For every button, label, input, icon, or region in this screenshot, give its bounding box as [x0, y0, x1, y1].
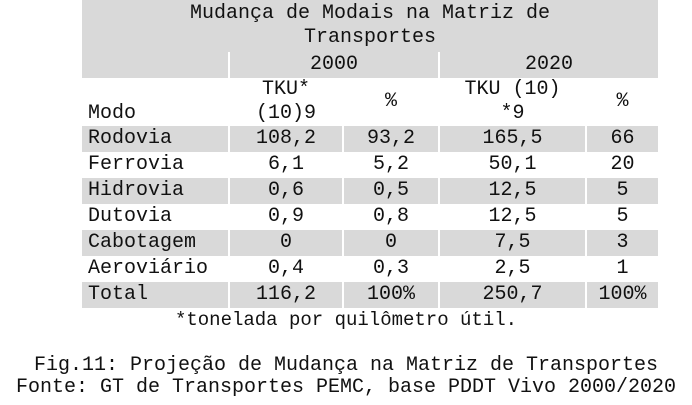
header-text: Modo	[88, 102, 137, 125]
value-cell: 116,2	[230, 282, 342, 308]
mode-cell: Cabotagem	[82, 230, 228, 256]
data-row: Aeroviário 0,4 0,3 2,5 1	[82, 256, 658, 282]
footnote: *tonelada por quilômetro útil.	[174, 309, 518, 331]
table: Mudança de Modais na Matriz de Transport…	[80, 0, 660, 308]
value-cell: 0,5	[344, 178, 438, 204]
value-cell: 100%	[344, 282, 438, 308]
data-row: Hidrovia 0,6 0,5 12,5 5	[82, 178, 658, 204]
data-row: Total 116,2 100% 250,7 100%	[82, 282, 658, 308]
mode-cell: Total	[82, 282, 228, 308]
value-cell: 0,4	[267, 257, 304, 280]
data-row: Dutovia 0,9 0,8 12,5 5	[82, 204, 658, 230]
title: Mudança de Modais na Matriz de Transport…	[189, 2, 551, 49]
value-cell: 7,5	[440, 230, 585, 256]
value-cell: 0	[230, 230, 342, 256]
value-cell: 1	[616, 257, 629, 280]
header-text: TKU*	[261, 78, 310, 101]
header-cell: %	[587, 78, 658, 126]
value-cell: 12,5	[488, 205, 537, 228]
value-cell: 0,8	[372, 205, 409, 228]
data-row: Cabotagem 0 0 7,5 3	[82, 230, 658, 256]
value-cell: 250,7	[440, 282, 585, 308]
value-cell: 5,2	[372, 153, 409, 176]
data-row: Rodovia 108,2 93,2 165,5 66	[82, 126, 658, 152]
header-cell: TKU* (10)9	[230, 78, 342, 126]
value-cell: 0,3	[372, 257, 409, 280]
value-cell: 50,1	[488, 153, 537, 176]
data-row: Ferrovia 6,1 5,2 50,1 20	[82, 152, 658, 178]
empty-cell	[82, 52, 228, 78]
header-text: (10)9	[255, 102, 316, 125]
value-cell: 100%	[587, 282, 658, 308]
caption-line: Fonte: GT de Transportes PEMC, base PDDT…	[15, 376, 677, 399]
caption-line: Fig.11: Projeção de Mudança na Matriz de…	[33, 354, 659, 377]
year-row: 2000 2020	[82, 52, 658, 78]
value-cell: 0	[344, 230, 438, 256]
value-cell: 66	[587, 126, 658, 152]
title-row: Mudança de Modais na Matriz de Transport…	[82, 0, 658, 52]
title-cell: Mudança de Modais na Matriz de Transport…	[82, 0, 658, 52]
mode-cell: Rodovia	[82, 126, 228, 152]
value-cell: 165,5	[440, 126, 585, 152]
value-cell: 5	[616, 205, 629, 228]
mode-cell: Dutovia	[88, 205, 173, 228]
value-cell: 0,6	[230, 178, 342, 204]
year-cell: 2020	[440, 52, 658, 78]
value-cell: 108,2	[230, 126, 342, 152]
header-row: Modo TKU* (10)9% TKU (10) *9%	[82, 78, 658, 126]
value-cell: 2,5	[494, 257, 531, 280]
value-cell: 12,5	[440, 178, 585, 204]
value-cell: 6,1	[267, 153, 304, 176]
header-text: TKU (10)	[464, 78, 561, 101]
header-text: %	[384, 90, 397, 113]
year-cell: 2000	[230, 52, 438, 78]
header-cell: TKU (10) *9	[440, 78, 585, 126]
value-cell: 0,9	[267, 205, 304, 228]
mode-cell: Aeroviário	[88, 257, 209, 280]
mode-cell: Ferrovia	[88, 153, 185, 176]
header-cell: %	[344, 78, 438, 126]
value-cell: 3	[587, 230, 658, 256]
mode-cell: Hidrovia	[82, 178, 228, 204]
header-text: *9	[500, 102, 525, 125]
value-cell: 5	[587, 178, 658, 204]
header-cell: Modo	[82, 78, 228, 126]
header-text: %	[616, 90, 629, 113]
value-cell: 93,2	[344, 126, 438, 152]
value-cell: 20	[610, 153, 635, 176]
